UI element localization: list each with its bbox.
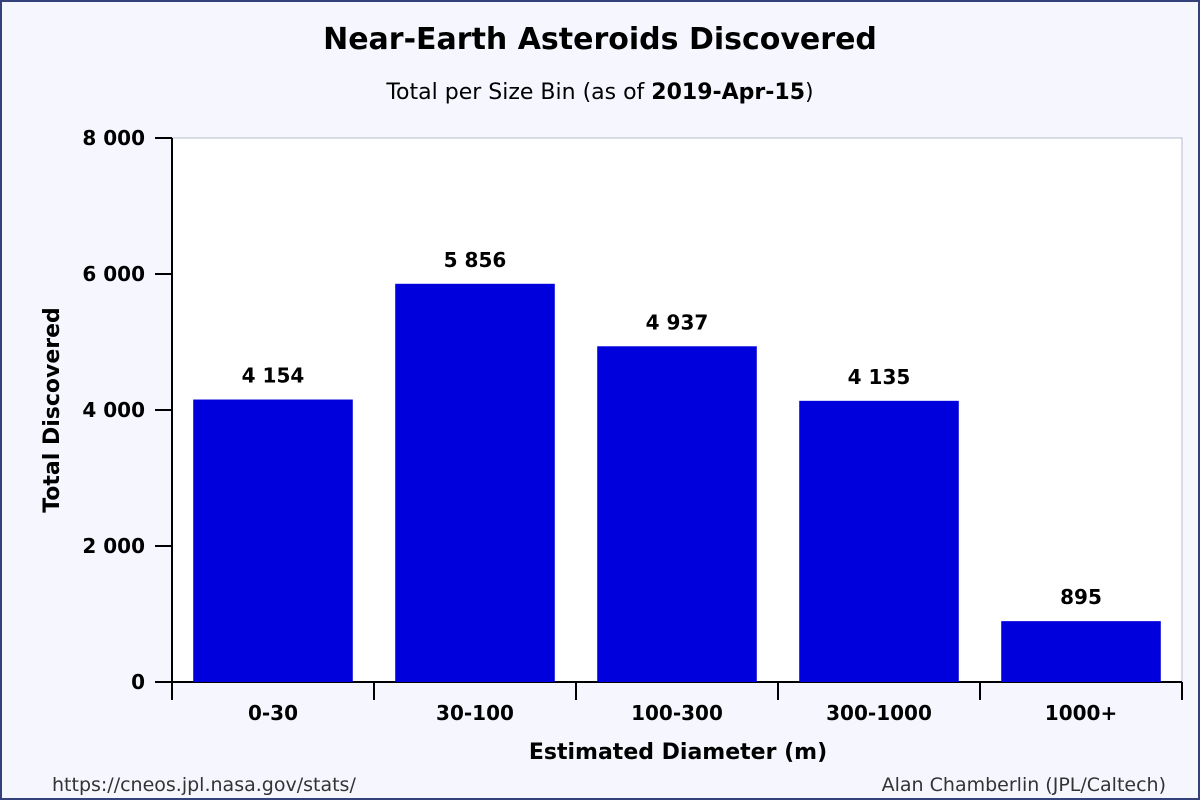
- bar-value-label: 4 154: [242, 364, 305, 388]
- y-tick-label: 0: [131, 670, 145, 694]
- bar[interactable]: [193, 399, 353, 682]
- bar-value-label: 5 856: [444, 248, 507, 272]
- bar-value-label: 4 135: [848, 365, 911, 389]
- bar-labels: 4 154 5 856 4 937 4 135 895: [242, 248, 1102, 609]
- bar-value-label: 895: [1060, 585, 1102, 609]
- x-axis: 0-30 30-100 100-300 300-1000 1000+: [171, 681, 1183, 725]
- source-url: https://cneos.jpl.nasa.gov/stats/: [52, 774, 356, 796]
- y-axis: 0 2 000 4 000 6 000 8 000: [82, 126, 173, 694]
- x-tick-label: 0-30: [248, 701, 298, 725]
- x-tick-label: 1000+: [1045, 701, 1117, 725]
- bar[interactable]: [597, 346, 757, 682]
- subtitle-date: 2019-Apr-15: [651, 80, 805, 105]
- bar[interactable]: [1001, 621, 1161, 682]
- chart-subtitle: Total per Size Bin (as of 2019-Apr-15): [385, 80, 813, 105]
- credit: Alan Chamberlin (JPL/Caltech): [882, 774, 1166, 796]
- bar-value-label: 4 937: [646, 310, 709, 334]
- y-tick-label: 6 000: [82, 262, 145, 286]
- y-axis-label: Total Discovered: [40, 307, 65, 513]
- y-tick-label: 8 000: [82, 126, 145, 150]
- x-axis-label: Estimated Diameter (m): [529, 740, 827, 765]
- chart-title: Near-Earth Asteroids Discovered: [323, 22, 877, 57]
- bar[interactable]: [799, 400, 959, 682]
- bars: [193, 283, 1161, 682]
- x-tick-label: 30-100: [436, 701, 514, 725]
- x-tick-label: 300-1000: [826, 701, 932, 725]
- x-tick-label: 100-300: [631, 701, 723, 725]
- y-tick-label: 2 000: [82, 534, 145, 558]
- bar[interactable]: [395, 283, 555, 682]
- subtitle-prefix: Total per Size Bin (as of: [385, 80, 651, 105]
- y-tick-label: 4 000: [82, 398, 145, 422]
- subtitle-suffix: ): [805, 80, 814, 105]
